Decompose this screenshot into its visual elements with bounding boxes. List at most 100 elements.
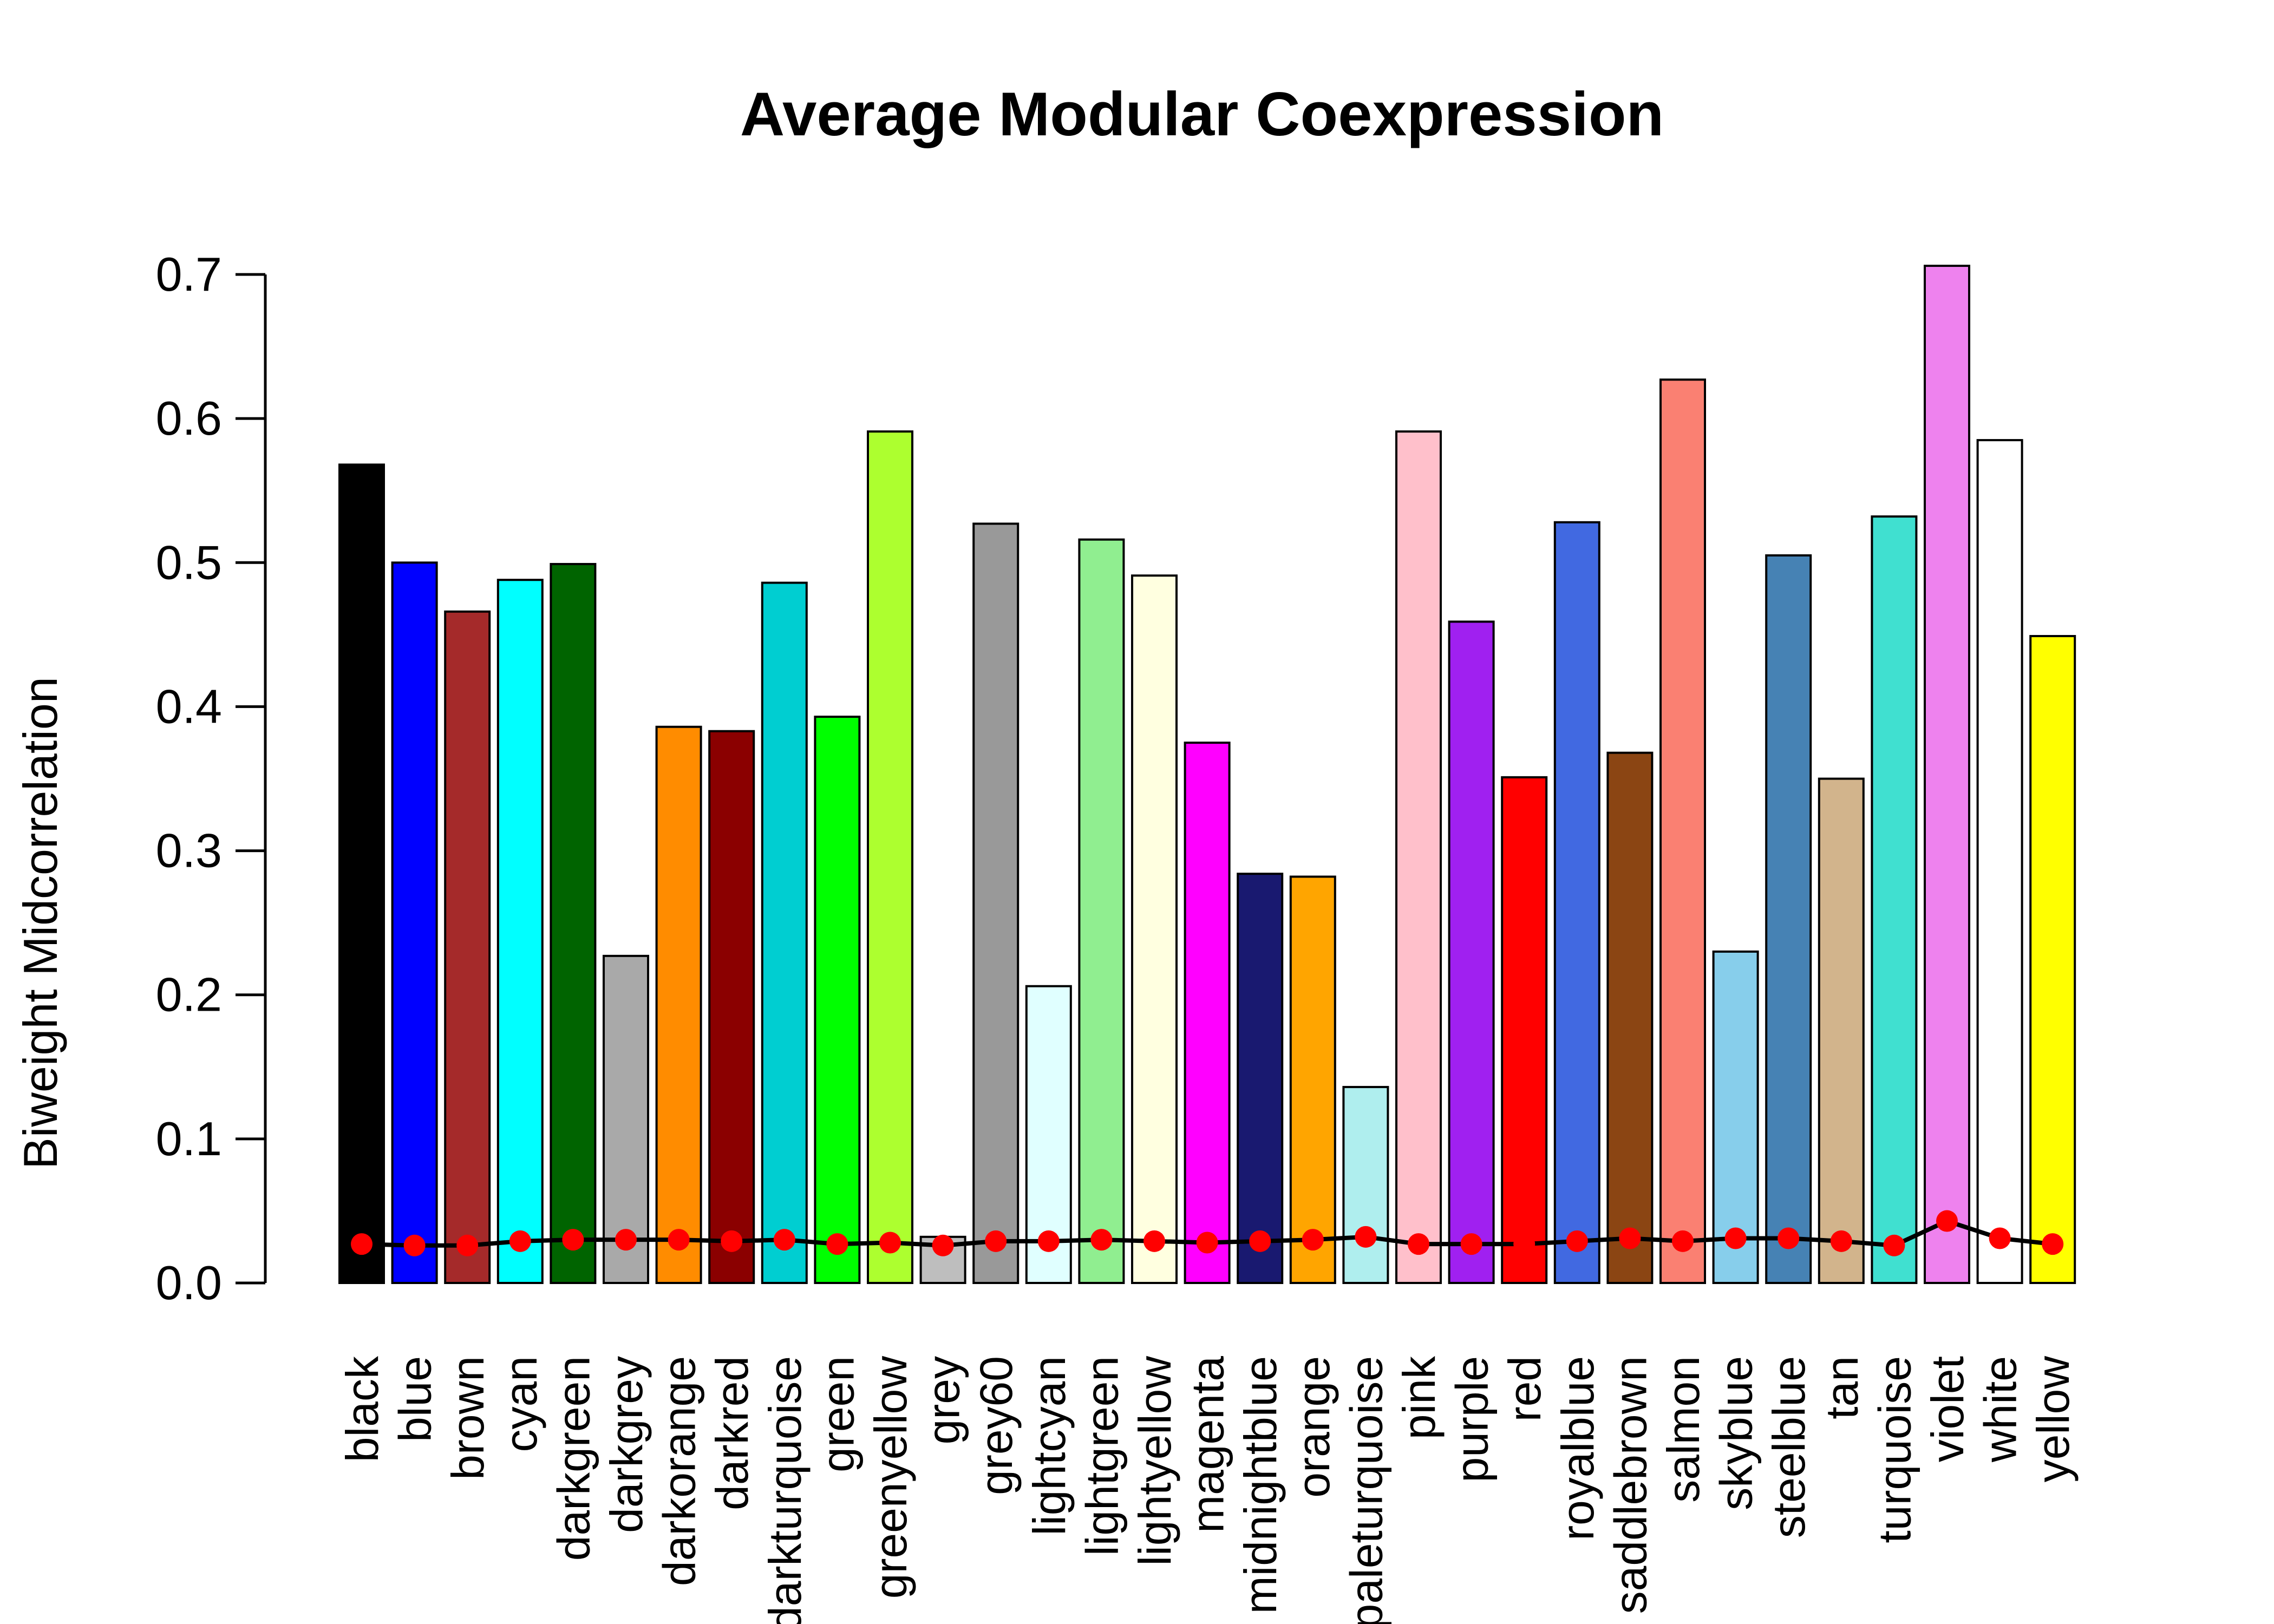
x-label-yellow: yellow bbox=[2028, 1356, 2079, 1483]
trend-point-grey60 bbox=[985, 1230, 1007, 1252]
bar-lightyellow bbox=[1131, 574, 1178, 1284]
bar-tan bbox=[1818, 777, 1865, 1284]
x-label-midnightblue: midnightblue bbox=[1235, 1356, 1286, 1614]
trend-line bbox=[351, 1210, 2064, 1256]
bar-darkgreen bbox=[550, 562, 597, 1284]
trend-point-lightgreen bbox=[1090, 1229, 1113, 1251]
trend-point-magenta bbox=[1196, 1232, 1218, 1254]
y-tick-label: 0.0 bbox=[156, 1256, 222, 1309]
x-label-skyblue: skyblue bbox=[1711, 1356, 1762, 1510]
x-label-darkgreen: darkgreen bbox=[548, 1356, 599, 1561]
x-label-darkgrey: darkgrey bbox=[601, 1356, 652, 1533]
bar-midnightblue bbox=[1237, 873, 1284, 1284]
trend-point-saddlebrown bbox=[1619, 1227, 1641, 1249]
x-label-saddlebrown: saddlebrown bbox=[1605, 1356, 1656, 1614]
trend-point-lightyellow bbox=[1143, 1230, 1165, 1252]
x-label-pink: pink bbox=[1394, 1355, 1445, 1439]
bar-violet bbox=[1924, 265, 1970, 1285]
y-tick-label: 0.4 bbox=[156, 679, 222, 733]
x-label-grey: grey bbox=[918, 1356, 969, 1444]
trend-point-royalblue bbox=[1566, 1230, 1588, 1252]
x-label-brown: brown bbox=[442, 1356, 493, 1480]
trend-point-steelblue bbox=[1778, 1227, 1800, 1249]
x-label-cyan: cyan bbox=[495, 1356, 546, 1452]
x-label-steelblue: steelblue bbox=[1763, 1356, 1814, 1538]
bar-royalblue bbox=[1553, 521, 1600, 1284]
trend-point-red bbox=[1513, 1233, 1535, 1255]
x-label-darkorange: darkorange bbox=[654, 1356, 705, 1586]
bar-blue bbox=[391, 561, 438, 1284]
x-label-paleturquoise: paleturquoise bbox=[1341, 1356, 1391, 1624]
trend-point-orange bbox=[1302, 1229, 1324, 1251]
y-tick-label: 0.5 bbox=[156, 535, 222, 589]
trend-point-paleturquoise bbox=[1355, 1226, 1377, 1248]
x-label-green: green bbox=[812, 1356, 863, 1472]
y-axis-label: Biweight Midcorrelation bbox=[14, 677, 67, 1169]
trend-point-blue bbox=[403, 1234, 426, 1256]
x-label-black: black bbox=[337, 1355, 388, 1462]
bar-brown bbox=[444, 610, 491, 1284]
x-label-orange: orange bbox=[1288, 1356, 1339, 1498]
trend-point-yellow bbox=[2042, 1233, 2064, 1255]
bar-salmon bbox=[1659, 378, 1706, 1284]
x-label-lightcyan: lightcyan bbox=[1024, 1356, 1075, 1536]
trend-point-lightcyan bbox=[1037, 1230, 1060, 1252]
x-label-salmon: salmon bbox=[1658, 1356, 1709, 1503]
bar-green bbox=[814, 716, 861, 1284]
trend-point-tan bbox=[1830, 1230, 1852, 1252]
x-label-greenyellow: greenyellow bbox=[865, 1356, 916, 1599]
x-label-tan: tan bbox=[1816, 1356, 1867, 1419]
bar-magenta bbox=[1184, 741, 1231, 1284]
trend-point-darkred bbox=[721, 1230, 743, 1252]
bar-yellow bbox=[2029, 635, 2076, 1284]
trend-point-purple bbox=[1460, 1233, 1482, 1255]
trend-point-turquoise bbox=[1883, 1234, 1905, 1256]
x-label-white: white bbox=[1975, 1356, 2026, 1463]
trend-point-darkgrey bbox=[615, 1229, 637, 1251]
bar-purple bbox=[1448, 620, 1495, 1284]
x-label-red: red bbox=[1499, 1356, 1550, 1422]
x-label-violet: violet bbox=[1922, 1356, 1973, 1462]
trend-point-darkgreen bbox=[562, 1229, 584, 1251]
bar-cyan bbox=[496, 579, 544, 1284]
bar-grey60 bbox=[972, 522, 1020, 1284]
bar-red bbox=[1501, 776, 1548, 1285]
x-label-blue: blue bbox=[390, 1356, 441, 1442]
bars bbox=[338, 265, 2076, 1285]
x-label-darkred: darkred bbox=[707, 1356, 757, 1510]
trend-point-darkorange bbox=[668, 1229, 690, 1251]
x-label-turquoise: turquoise bbox=[1869, 1356, 1920, 1543]
bar-orange bbox=[1289, 875, 1336, 1284]
bar-paleturquoise bbox=[1342, 1086, 1389, 1284]
trend-point-skyblue bbox=[1724, 1227, 1747, 1249]
x-label-magenta: magenta bbox=[1182, 1356, 1233, 1533]
y-tick-label: 0.3 bbox=[156, 824, 222, 878]
trend-point-darkturquoise bbox=[773, 1229, 795, 1251]
bar-saddlebrown bbox=[1606, 751, 1654, 1284]
trend-point-brown bbox=[456, 1234, 479, 1256]
bar-pink bbox=[1395, 430, 1442, 1284]
x-label-lightyellow: lightyellow bbox=[1129, 1356, 1180, 1566]
bar-darkgrey bbox=[603, 954, 649, 1284]
bar-black bbox=[338, 463, 385, 1284]
trend-point-salmon bbox=[1672, 1230, 1694, 1252]
trend-point-grey bbox=[932, 1234, 954, 1256]
y-tick-label: 0.6 bbox=[156, 391, 222, 445]
x-label-darkturquoise: darkturquoise bbox=[760, 1356, 811, 1624]
trend-point-cyan bbox=[509, 1230, 531, 1252]
bar-darkred bbox=[708, 730, 755, 1284]
bar-lightgreen bbox=[1078, 538, 1125, 1284]
y-tick-label: 0.7 bbox=[156, 247, 222, 301]
x-axis-labels: black blue brown cyan darkgreen darkgrey darko… bbox=[337, 1355, 2079, 1624]
trend-point-white bbox=[1989, 1227, 2011, 1249]
trend-point-pink bbox=[1408, 1233, 1429, 1255]
trend-point-black bbox=[351, 1233, 373, 1255]
x-label-grey60: grey60 bbox=[971, 1356, 1022, 1495]
trend-point-green bbox=[826, 1233, 848, 1255]
bar-darkorange bbox=[655, 725, 702, 1284]
x-label-royalblue: royalblue bbox=[1552, 1356, 1603, 1541]
bar-white bbox=[1976, 439, 2023, 1284]
y-tick-label: 0.2 bbox=[156, 968, 222, 1021]
bar-steelblue bbox=[1765, 554, 1812, 1284]
chart-title: Average Modular Coexpression bbox=[740, 80, 1664, 149]
